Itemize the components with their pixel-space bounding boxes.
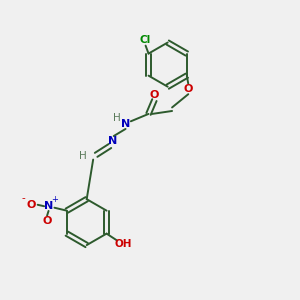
Text: N: N (44, 201, 53, 211)
Text: N: N (121, 119, 130, 129)
Text: Cl: Cl (140, 35, 151, 45)
Text: O: O (150, 90, 159, 100)
Text: -: - (22, 193, 26, 203)
Text: H: H (113, 113, 121, 123)
Text: OH: OH (114, 239, 131, 249)
Text: H: H (79, 151, 87, 161)
Text: O: O (184, 84, 193, 94)
Text: +: + (52, 195, 58, 204)
Text: O: O (26, 200, 36, 210)
Text: N: N (108, 136, 117, 146)
Text: O: O (42, 216, 52, 226)
